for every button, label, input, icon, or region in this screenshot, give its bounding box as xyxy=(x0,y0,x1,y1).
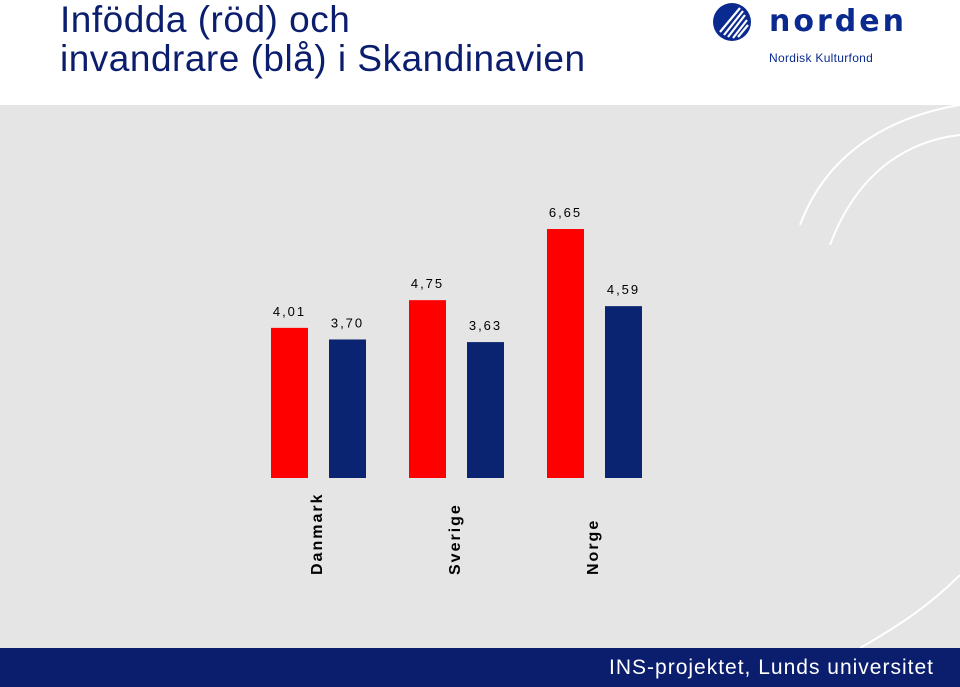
data-label-natives-norge: 6,65 xyxy=(549,205,582,220)
bar-immigrants-sverige xyxy=(467,342,504,478)
norden-logo: norden Nordisk Kulturfond xyxy=(712,2,912,72)
decorative-arcs xyxy=(799,105,960,648)
logo-subtitle: Nordisk Kulturfond xyxy=(769,51,874,65)
data-label-immigrants-sverige: 3,63 xyxy=(469,318,502,333)
norden-wordmark: norden xyxy=(769,4,907,39)
bar-chart: 4,01 3,70 Danmark 4,75 3,63 Sverige 6,65 4,59 No… xyxy=(271,105,960,648)
slide-title: Infödda (röd) och invandrare (blå) i Ska… xyxy=(60,0,586,78)
bar-natives-sverige xyxy=(409,300,446,478)
category-label-norge: Norge xyxy=(585,519,602,575)
footer-bar: INS-projektet, Lunds universitet xyxy=(0,648,960,687)
data-label-natives-sverige: 4,75 xyxy=(411,276,444,291)
title-line-1: Infödda (röd) och xyxy=(60,0,351,40)
bar-immigrants-norge xyxy=(605,306,642,478)
bar-natives-norge xyxy=(547,229,584,478)
data-label-immigrants-danmark: 3,70 xyxy=(331,315,364,330)
category-label-sverige: Sverige xyxy=(447,503,464,575)
title-line-2: invandrare (blå) i Skandinavien xyxy=(60,38,586,79)
footer-text: INS-projektet, Lunds universitet xyxy=(609,656,934,679)
norden-globe-icon xyxy=(713,3,751,41)
bar-natives-danmark xyxy=(271,327,308,478)
chart-panel: 4,01 3,70 Danmark 4,75 3,63 Sverige 6,65 4,59 No… xyxy=(0,105,960,648)
data-label-immigrants-norge: 4,59 xyxy=(607,282,640,297)
category-label-danmark: Danmark xyxy=(309,493,326,575)
bar-immigrants-danmark xyxy=(329,339,366,478)
data-label-natives-danmark: 4,01 xyxy=(273,304,306,319)
